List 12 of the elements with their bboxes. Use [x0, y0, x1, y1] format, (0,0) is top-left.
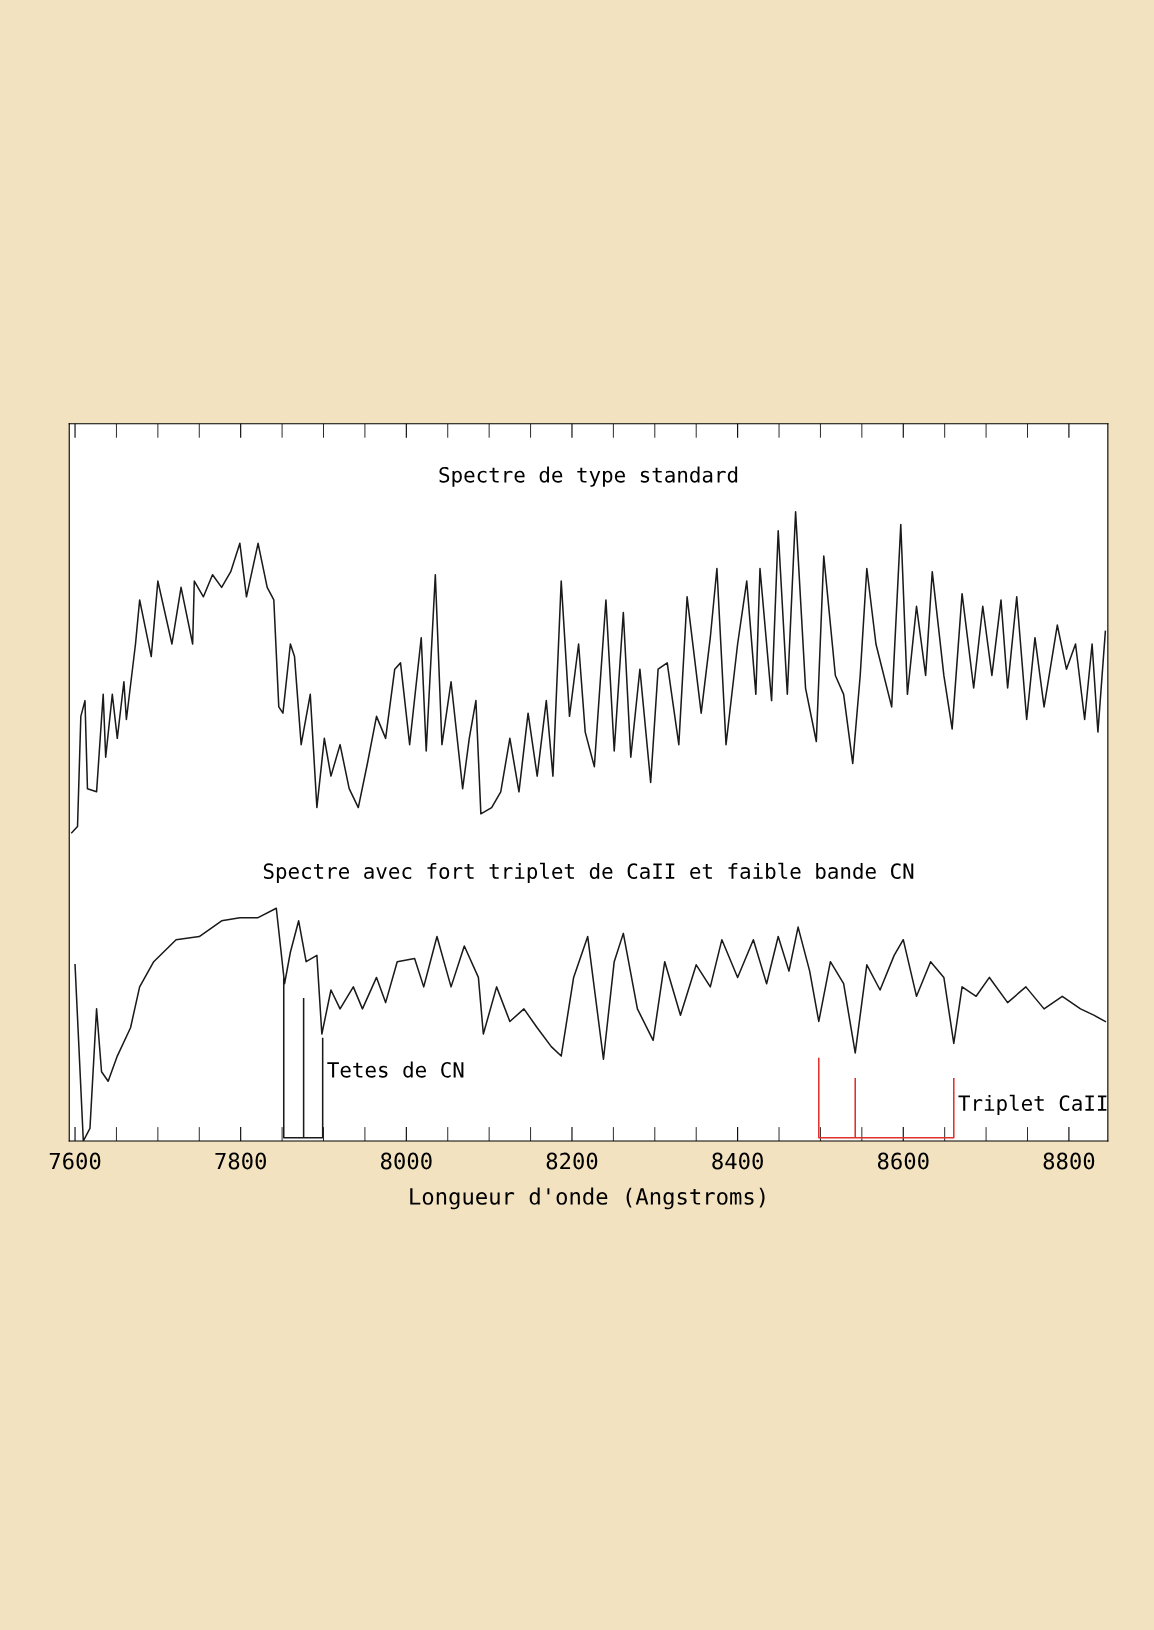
x-axis-title: Longueur d'onde (Angstroms) — [410, 1187, 765, 1210]
x-tick-label: 8600 — [877, 1152, 929, 1170]
series-label: Tetes de CN — [327, 1061, 464, 1078]
x-tick-label: 7800 — [215, 1152, 266, 1170]
x-tick-label: 7600 — [49, 1152, 101, 1170]
x-tick-label: 8000 — [380, 1152, 432, 1170]
text: Spectre de type standard — [439, 466, 738, 487]
x-tick-label: 8400 — [712, 1152, 763, 1170]
x-tick-label: 8200 — [546, 1152, 598, 1170]
series-label: Triplet CaII — [958, 1094, 1107, 1116]
x-tick-label: 8800 — [1043, 1152, 1095, 1170]
series-label: Spectre avec fort triplet de CaII et faible bande CN — [263, 862, 914, 884]
